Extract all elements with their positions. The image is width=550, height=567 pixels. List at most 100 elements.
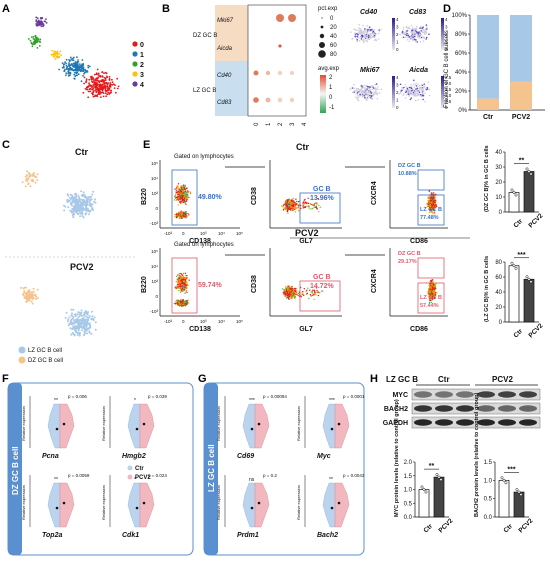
- feature-point-cd83: [419, 40, 422, 43]
- flow-event: [428, 202, 430, 204]
- feature-point-aicda: [427, 81, 430, 83]
- feature-point-aicda: [399, 83, 402, 86]
- e-dz-point: [510, 188, 514, 192]
- violin-gene-hmgb2: Hmgb2: [122, 453, 146, 460]
- h-myc-point: [422, 488, 426, 491]
- feature-point-mki67: [367, 91, 369, 94]
- h-bach2-point: [500, 476, 504, 480]
- umap-point-cluster-0: [100, 87, 103, 89]
- violin-sig: ns: [249, 477, 255, 483]
- umap-point-cluster-1: [64, 61, 66, 64]
- flow-event: [185, 216, 188, 218]
- flow-event: [306, 289, 308, 291]
- umap-point-cluster-0: [97, 72, 100, 75]
- umap-point-cluster-0: [87, 96, 90, 99]
- umap-point-cluster-4: [45, 22, 48, 24]
- umap-point-cluster-3: [53, 56, 56, 59]
- umap-point-cluster-0: [106, 76, 109, 79]
- feature-point-cd83: [408, 36, 411, 38]
- cluster-tick-1: 1: [266, 122, 272, 126]
- umap-point-cluster-1: [72, 69, 75, 72]
- umap-point-cluster-4: [40, 25, 43, 28]
- violin-sig: **: [329, 477, 333, 483]
- feature-scale-tick-cd83: 2: [445, 32, 448, 37]
- feature-scale-tick-aicda: 1.5: [445, 87, 452, 92]
- umap-c-lz-point: [76, 332, 79, 335]
- flow-event: [308, 206, 310, 208]
- umap-point-cluster-1: [86, 71, 89, 73]
- flow-event: [178, 302, 180, 304]
- flow-event: [179, 283, 181, 286]
- avg-legend-bar: [320, 75, 326, 113]
- feature-point-mki67: [357, 96, 360, 99]
- umap-c-dz-point: [31, 293, 34, 295]
- umap-point-cluster-0: [110, 89, 112, 92]
- flow-event: [184, 292, 187, 294]
- feature-scale-cd40: [392, 18, 395, 50]
- umap-point-cluster-0: [101, 91, 104, 94]
- umap-c-lz-point: [65, 311, 68, 314]
- umap-c-dz-point: [36, 297, 39, 300]
- flow-event: [316, 203, 318, 205]
- umap-point-cluster-1: [78, 69, 81, 72]
- e-dz-point: [527, 170, 531, 173]
- umap-point-cluster-0: [105, 95, 107, 98]
- feature-point-mki67: [366, 99, 368, 102]
- feature-point-aicda: [428, 88, 431, 91]
- umap-point-cluster-1: [77, 59, 79, 61]
- e-lz-xtick-PCV2: PCV2: [527, 322, 544, 339]
- feature-point-mki67: [370, 95, 373, 97]
- flow-event: [291, 293, 293, 296]
- flow-event: [300, 207, 302, 209]
- feature-point-aicda: [407, 90, 409, 92]
- dot-Cd40-c0: [253, 70, 259, 76]
- umap-point-cluster-0: [108, 78, 111, 81]
- feature-point-cd40: [367, 28, 369, 31]
- e-dz-ytick-label: 40: [495, 150, 502, 156]
- feature-point-aicda: [422, 86, 425, 89]
- feature-point-mki67: [360, 90, 363, 92]
- violin-median: [55, 506, 59, 510]
- umap-c-lz-point: [84, 315, 87, 318]
- flow-event: [189, 192, 192, 195]
- cluster-tick-3: 3: [290, 122, 296, 126]
- feature-scale-tick-cd83: 1: [445, 40, 448, 45]
- flow-event: [181, 281, 183, 283]
- feature-point-cd83: [412, 39, 414, 42]
- flow-event: [294, 211, 297, 213]
- flow-event: [434, 292, 436, 295]
- feature-point-cd83: [421, 28, 424, 31]
- umap-c-dz-point: [22, 287, 25, 290]
- feature-point-aicda: [413, 95, 416, 97]
- feature-scale-tick-cd83: 4: [445, 17, 448, 22]
- flow-event: [430, 197, 433, 199]
- violin-ctr-cdk1: [127, 482, 141, 528]
- gene-cd83: Cd83: [217, 100, 232, 106]
- feature-point-mki67: [370, 91, 372, 93]
- violin-gene-cdk1: Cdk1: [122, 532, 139, 539]
- umap-c-lz-point: [72, 216, 75, 219]
- umap-c-lz-point: [88, 331, 91, 334]
- avg-tick-0: 2: [329, 75, 333, 81]
- feature-point-cd83: [407, 30, 409, 32]
- umap-point-cluster-0: [89, 87, 92, 90]
- blot-band-bach2: [414, 405, 432, 412]
- flow-event: [180, 215, 182, 217]
- umap-point-cluster-0: [106, 88, 109, 90]
- dot-Cd40-c2: [277, 70, 283, 76]
- umap-point-cluster-4: [40, 20, 43, 22]
- feature-point-mki67: [349, 88, 351, 90]
- feature-point-aicda: [415, 89, 418, 92]
- umap-point-cluster-1: [65, 68, 68, 70]
- feature-point-cd83: [413, 32, 416, 34]
- umap-point-cluster-2: [32, 38, 35, 40]
- dz-group-shade: [215, 5, 248, 61]
- violin-pcv2-top2a: [59, 482, 75, 528]
- umap-c-lz-point: [77, 319, 80, 322]
- flow-event: [186, 275, 188, 277]
- flow-event: [296, 294, 299, 296]
- umap-c-lz-point: [77, 208, 79, 211]
- feature-scale-tick-aicda: 0.5: [445, 99, 452, 104]
- flow-event: [186, 277, 188, 279]
